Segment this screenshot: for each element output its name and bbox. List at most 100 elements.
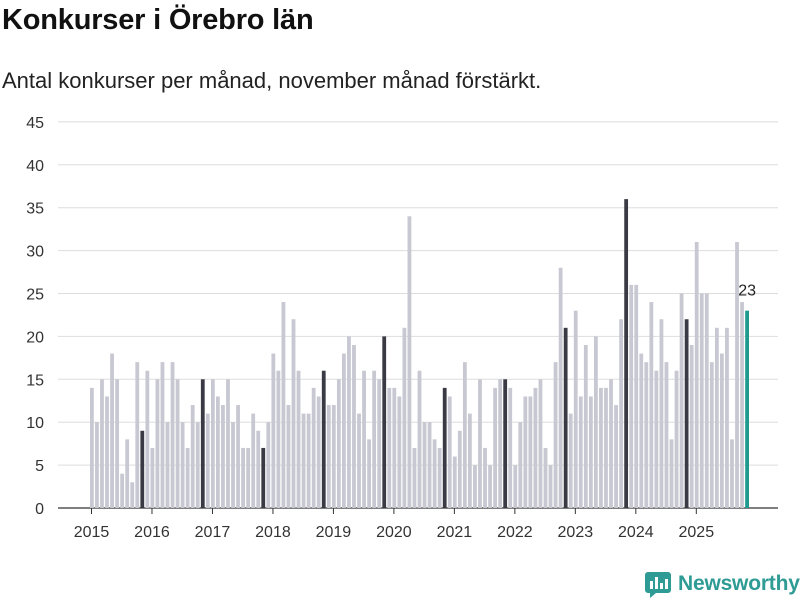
bar — [271, 353, 276, 508]
bar — [588, 396, 593, 508]
bar — [654, 370, 659, 508]
bar — [266, 422, 271, 508]
bar — [452, 456, 457, 508]
y-tick-label: 25 — [26, 287, 44, 304]
bar — [392, 387, 397, 508]
bar — [205, 413, 210, 508]
bar — [387, 387, 392, 508]
bar — [140, 430, 145, 508]
y-tick-label: 40 — [26, 158, 44, 175]
bar — [402, 327, 407, 508]
bar — [372, 370, 377, 508]
bar — [558, 267, 563, 508]
bar — [170, 362, 175, 508]
bar — [604, 387, 608, 508]
bar — [276, 370, 281, 508]
bar — [241, 447, 245, 508]
bar — [568, 413, 573, 508]
bar — [311, 387, 316, 508]
y-tick-label: 10 — [26, 415, 44, 432]
bar — [563, 327, 568, 508]
bar — [740, 302, 744, 508]
bar — [180, 422, 185, 508]
bar — [301, 413, 306, 508]
x-tick-label: 2022 — [497, 524, 533, 541]
bar — [442, 387, 447, 508]
bar — [231, 422, 235, 508]
bar — [200, 379, 205, 508]
bar — [644, 362, 649, 508]
bar — [357, 413, 361, 508]
bar — [503, 379, 508, 508]
bar — [583, 344, 588, 508]
bar — [427, 422, 432, 508]
x-tick-label: 2025 — [679, 524, 715, 541]
bar — [331, 405, 336, 508]
bar — [135, 362, 140, 508]
bar — [694, 242, 699, 508]
bar — [175, 379, 180, 508]
newsworthy-logo-text: Newsworthy — [678, 572, 800, 595]
chart-subtitle: Antal konkurser per månad, november måna… — [2, 68, 542, 93]
bar — [150, 447, 155, 508]
bar — [730, 439, 734, 508]
bar — [145, 370, 150, 508]
bar — [679, 293, 684, 508]
x-tick-label: 2021 — [437, 524, 473, 541]
bar — [735, 242, 739, 508]
bar — [291, 319, 296, 508]
bar — [538, 379, 543, 508]
bar — [397, 396, 402, 508]
y-tick-label: 15 — [26, 372, 44, 389]
bar — [664, 362, 669, 508]
bar — [352, 344, 356, 508]
bar — [649, 302, 654, 508]
bar — [528, 396, 533, 508]
bar — [624, 199, 629, 508]
bar — [508, 387, 513, 508]
bar — [125, 439, 130, 508]
y-tick-label: 0 — [35, 501, 44, 518]
bar — [185, 447, 190, 508]
bar — [473, 465, 477, 508]
bar — [498, 379, 503, 508]
bar — [347, 336, 351, 508]
x-tick-label: 2017 — [195, 524, 231, 541]
bar — [306, 413, 311, 508]
bar — [155, 379, 160, 508]
bar — [462, 362, 467, 508]
bar — [130, 482, 135, 508]
bar — [543, 447, 548, 508]
bar — [725, 327, 729, 508]
bar — [342, 353, 346, 508]
bar — [251, 413, 256, 508]
bar — [599, 387, 603, 508]
x-tick-label: 2020 — [376, 524, 412, 541]
bar — [684, 319, 689, 508]
x-tick-label: 2018 — [255, 524, 291, 541]
bar — [619, 319, 623, 508]
bar — [714, 327, 719, 508]
bar — [745, 310, 749, 508]
newsworthy-logo-icon — [645, 572, 671, 598]
bar — [281, 302, 286, 508]
bar — [669, 439, 674, 508]
bar — [286, 405, 291, 508]
y-tick-label: 30 — [26, 244, 44, 261]
bar — [629, 284, 634, 508]
bar — [523, 396, 528, 508]
bar — [382, 336, 387, 508]
x-tick-label: 2024 — [618, 524, 654, 541]
bar — [614, 405, 618, 508]
bar — [548, 465, 553, 508]
bar — [367, 439, 371, 508]
bar — [90, 387, 94, 508]
bar — [659, 319, 664, 508]
bar — [709, 362, 714, 508]
bar — [216, 396, 220, 508]
bar — [699, 293, 704, 508]
bar — [256, 430, 261, 508]
bar — [226, 379, 230, 508]
bar — [120, 473, 125, 508]
